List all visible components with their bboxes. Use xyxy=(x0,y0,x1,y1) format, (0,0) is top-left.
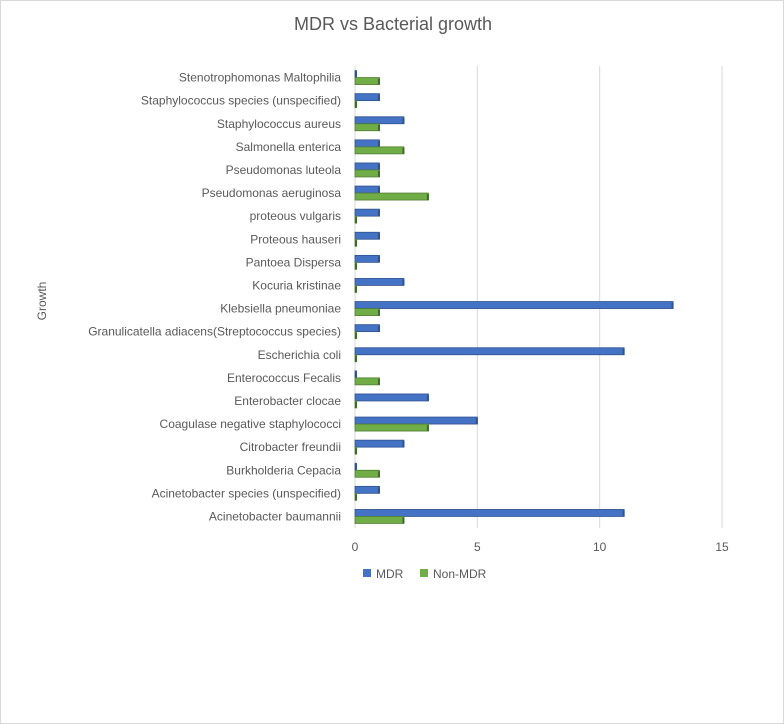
bar-mdr-15 xyxy=(354,162,380,171)
category-label: Staphylococcus species (unspecified) xyxy=(141,94,341,108)
bar-shade xyxy=(355,71,357,78)
category-label: Citrobacter freundii xyxy=(240,440,341,454)
category-label: Pseudomonas luteola xyxy=(226,163,342,177)
bar-shade xyxy=(402,279,405,286)
legend-swatch-mdr xyxy=(363,569,371,577)
bar-shade xyxy=(355,355,357,362)
category-label: Klebsiella pneumoniae xyxy=(220,302,341,316)
bar-mdr-11 xyxy=(354,254,380,263)
bar-mdr-7 xyxy=(354,347,625,356)
bar-shade xyxy=(377,325,380,332)
bar-mdr-3 xyxy=(354,439,405,448)
bar-mdr-12 xyxy=(354,231,380,240)
bar-shade xyxy=(355,448,357,455)
bar-shade xyxy=(377,487,380,494)
bar-mdr-0 xyxy=(354,509,625,517)
chart-title: MDR vs Bacterial growth xyxy=(294,14,492,34)
bar-shade xyxy=(475,418,478,425)
legend-label: Non-MDR xyxy=(433,567,487,581)
bar-shade xyxy=(402,517,405,524)
x-tick-label: 10 xyxy=(593,540,607,554)
bar-mdr-9 xyxy=(354,301,674,309)
legend-label: MDR xyxy=(376,567,404,581)
bar-non-mdr-14 xyxy=(354,192,429,201)
bar-mdr-14 xyxy=(354,185,380,194)
bar-shade xyxy=(377,378,380,385)
bar-shade xyxy=(377,124,380,131)
bar-shade xyxy=(355,286,357,293)
bar-shade xyxy=(355,240,357,247)
bar-non-mdr-0 xyxy=(354,516,405,524)
bar-non-mdr-2 xyxy=(354,469,380,478)
x-tick-label: 15 xyxy=(715,540,729,554)
bar-shade xyxy=(622,510,625,517)
bar-shade xyxy=(355,332,357,339)
category-label: Proteous hauseri xyxy=(250,232,341,246)
bar-shade xyxy=(426,425,429,432)
bar-shade xyxy=(426,194,429,201)
bar-shade xyxy=(355,217,357,224)
category-label: Salmonella enterica xyxy=(236,140,342,154)
category-label: Stenotrophomonas Maltophilia xyxy=(179,71,341,85)
category-label: Pantoea Dispersa xyxy=(246,255,342,269)
bar-mdr-10 xyxy=(354,278,405,286)
bar-mdr-18 xyxy=(354,93,380,102)
bar-shade xyxy=(402,117,405,124)
bar-mdr-16 xyxy=(354,139,380,148)
bar-shade xyxy=(377,187,380,194)
bar-mdr-13 xyxy=(354,208,380,217)
y-axis-label: Growth xyxy=(35,282,49,321)
bar-shade xyxy=(355,371,357,378)
bar-shade xyxy=(355,401,357,408)
category-label: Acinetobacter baumannii xyxy=(209,509,341,523)
category-label: Burkholderia Cepacia xyxy=(226,463,341,477)
bar-mdr-4 xyxy=(354,416,478,425)
bar-shade xyxy=(377,256,380,263)
bar-shade xyxy=(402,441,405,448)
bar-shade xyxy=(377,471,380,478)
x-tick-label: 0 xyxy=(352,540,359,554)
bar-shade xyxy=(377,170,380,177)
bar-non-mdr-4 xyxy=(354,423,429,432)
category-label: Pseudomonas aeruginosa xyxy=(202,186,342,200)
bar-mdr-1 xyxy=(354,485,380,494)
category-label: Enterobacter clocae xyxy=(234,394,341,408)
bar-non-mdr-16 xyxy=(354,146,405,155)
bar-non-mdr-6 xyxy=(354,377,380,386)
bar-shade xyxy=(402,147,405,154)
x-tick-label: 5 xyxy=(474,540,481,554)
category-label: Coagulase negative staphylococci xyxy=(160,417,341,431)
bar-shade xyxy=(426,394,429,401)
bar-shade xyxy=(377,233,380,240)
category-label: Kocuria kristinae xyxy=(252,278,341,292)
bar-non-mdr-9 xyxy=(354,308,380,316)
category-label: proteous vulgaris xyxy=(250,209,341,223)
bar-non-mdr-15 xyxy=(354,169,380,178)
category-label: Staphylococcus aureus xyxy=(217,117,341,131)
bar-shade xyxy=(622,348,625,355)
category-label: Escherichia coli xyxy=(258,348,341,362)
legend-swatch-non-mdr xyxy=(420,569,428,577)
category-label: Enterococcus Fecalis xyxy=(227,371,341,385)
bar-shade xyxy=(355,494,357,501)
bar-shade xyxy=(355,464,357,471)
bar-shade xyxy=(377,309,380,316)
bar-non-mdr-19 xyxy=(354,77,380,85)
bar-shade xyxy=(377,78,380,85)
bar-mdr-5 xyxy=(354,393,429,402)
bar-shade xyxy=(671,302,674,309)
bar-non-mdr-17 xyxy=(354,123,380,132)
category-label: Acinetobacter species (unspecified) xyxy=(152,486,341,500)
bar-mdr-8 xyxy=(354,324,380,333)
category-label: Granulicatella adiacens(Streptococcus sp… xyxy=(88,325,341,339)
bar-shade xyxy=(355,263,357,270)
bar-shade xyxy=(377,210,380,217)
bar-shade xyxy=(377,94,380,101)
bar-mdr-17 xyxy=(354,116,405,125)
bar-shade xyxy=(355,101,357,108)
bar-shade xyxy=(377,140,380,147)
bar-shade xyxy=(377,163,380,170)
